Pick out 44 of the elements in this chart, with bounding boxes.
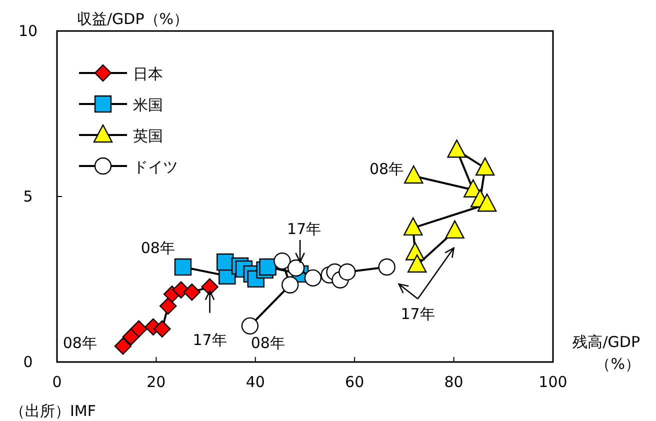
point [174,258,192,276]
point [407,254,427,273]
point [338,263,356,281]
legend-label: 英国 [133,127,163,145]
x-axis-title: 残高/GDP（%） [572,333,640,373]
point [404,217,423,236]
y-axis-title: 収益/GDP（%） [77,10,189,28]
x-tick-label: 60 [345,373,364,391]
point [477,194,497,212]
annotation: 08年 [250,334,285,352]
x-tick-label: 100 [538,373,568,391]
point [130,320,148,338]
legend-label: 米国 [133,96,163,114]
point [475,157,495,176]
point [122,328,140,346]
point [114,338,132,355]
point [287,259,305,277]
annotation: 17年 [192,330,227,349]
point [447,140,466,158]
point [160,297,177,315]
x-tick-label: 40 [246,373,265,391]
y-tick-label: 0 [23,353,33,371]
x-tick-label: 20 [146,373,166,391]
annotation: 17年 [400,304,435,323]
annotation: 08年 [140,239,175,258]
x-tick-label: 80 [444,373,464,391]
y-tick-label: 10 [18,22,38,40]
point [282,276,299,294]
annotation: 08年 [62,334,97,352]
annotation: 17年 [286,220,322,238]
y-tick-label: 5 [23,188,33,206]
x-tick-label: 0 [52,373,62,391]
point [259,258,276,276]
point [304,269,322,287]
point [445,220,464,239]
legend-label: 日本 [133,65,163,83]
legend-label: ドイツ [133,158,178,176]
text: （出所）IMF [10,402,96,420]
point [274,252,291,270]
point [404,165,424,184]
annotation: 08年 [370,160,404,178]
point [201,278,218,296]
point [183,284,201,301]
point [154,320,171,338]
